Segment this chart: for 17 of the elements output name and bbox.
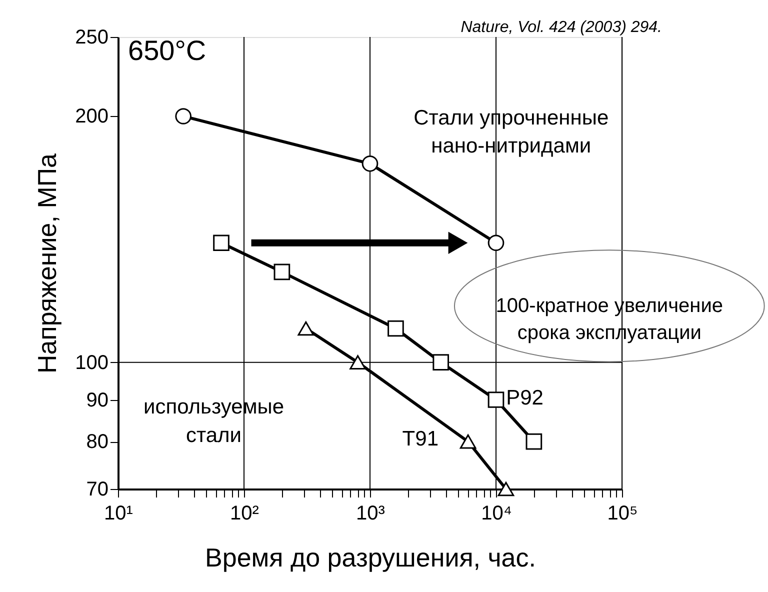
y-tick-label: 100 xyxy=(75,352,108,374)
y-tick-label: 200 xyxy=(75,106,108,128)
y-axis-title: Напряжение, МПа xyxy=(32,152,62,374)
text: Nature, Vol. 424 (2003) 294. xyxy=(460,19,662,36)
x-tick-label: 10¹ xyxy=(104,502,134,524)
y-tick-label: 250 xyxy=(75,26,108,48)
series-label: T91 xyxy=(402,427,438,450)
series-label: P92 xyxy=(506,386,544,410)
y-tick-label: 90 xyxy=(86,389,108,412)
y-tick-label: 80 xyxy=(86,431,108,454)
x-tick-label: 10³ xyxy=(356,502,386,524)
x-tick-label: 10⁴ xyxy=(481,502,512,524)
x-tick-label: 10² xyxy=(230,502,260,524)
x-tick-label: 10⁵ xyxy=(607,502,638,524)
annotation: 650°C xyxy=(128,35,206,66)
y-tick-label: 70 xyxy=(86,478,108,500)
x-axis-title: Время до разрушения, час. xyxy=(205,542,536,572)
